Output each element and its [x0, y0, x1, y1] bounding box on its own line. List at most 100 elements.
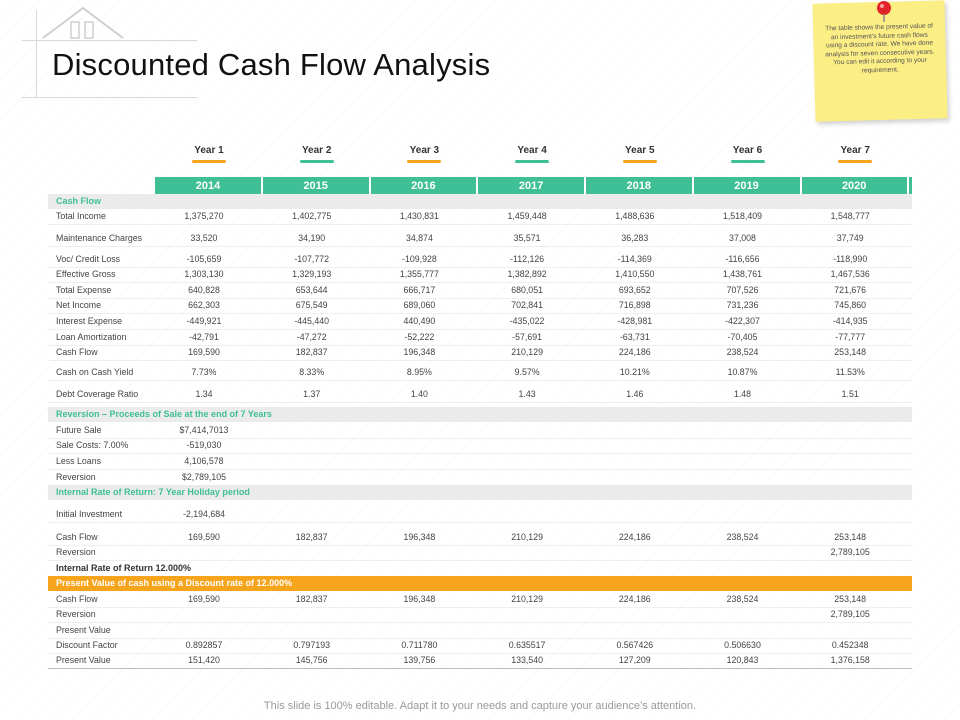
row-value: 169,590 [188, 532, 220, 542]
row-value: -116,656 [725, 254, 760, 264]
row-value: 0.711780 [401, 640, 438, 650]
row-value: 0.797193 [293, 640, 331, 650]
row-value: -445,440 [294, 316, 330, 326]
row-value: 37,008 [729, 233, 756, 243]
row-value: 210,129 [511, 594, 543, 604]
row-value: 693,652 [618, 285, 651, 295]
year-label-text: Year 4 [517, 145, 547, 156]
row-value: 662,303 [188, 300, 220, 310]
row-label: Total Expense [56, 285, 112, 295]
row-value: 1,376,158 [830, 655, 870, 665]
row-label: Net Income [56, 300, 101, 310]
frame-line [36, 10, 37, 98]
row-value: 1.37 [303, 389, 321, 399]
row-label: Voc/ Credit Loss [56, 254, 121, 264]
row-value: -63,731 [619, 332, 650, 342]
table-row: Reversion 2,789,105 [48, 607, 912, 623]
row-value: 33,520 [190, 233, 218, 243]
row-value: 702,841 [511, 300, 543, 310]
year-label-text: Year 5 [625, 145, 655, 156]
row-label: Cash Flow [56, 594, 98, 604]
row-label: Initial Investment [56, 509, 123, 519]
calendar-year-cell: 2018 [586, 177, 694, 195]
year-label: Year 7 [801, 145, 909, 163]
table-row: Less Loans 4,106,578 [48, 454, 912, 470]
row-value: 653,644 [295, 285, 328, 295]
row-value: 169,590 [188, 594, 220, 604]
row-value: 1,329,193 [292, 269, 332, 279]
row-value: 1,459,448 [507, 211, 547, 221]
row-value: -52,222 [404, 332, 435, 342]
pushpin-icon [877, 1, 891, 22]
row-value: 253,148 [834, 594, 867, 604]
row-value: 745,860 [834, 300, 867, 310]
table-row: Interest Expense -449,921 -445,440 440,490 -… [48, 314, 912, 330]
row-value: 139,756 [403, 655, 436, 665]
year-label-text: Year 7 [840, 145, 870, 156]
calendar-year-header: 2014 2015 2016 2017 2018 2019 2020 [155, 177, 912, 195]
year-label: Year 6 [694, 145, 802, 163]
row-value: 238,524 [726, 594, 759, 604]
row-value: 1.46 [626, 389, 644, 399]
table-bottom-border [48, 668, 912, 669]
calendar-year-cell: 2019 [694, 177, 802, 195]
row-value: 9.57% [514, 367, 540, 377]
row-value: 1,430,831 [399, 211, 439, 221]
row-value: -118,990 [833, 254, 868, 264]
calendar-year-cell: 2014 [155, 177, 263, 195]
row-value: 8.95% [406, 367, 432, 377]
row-value: 7.73% [191, 367, 217, 377]
year-underline [407, 160, 442, 163]
table-row: Maintenance Charges 33,520 34,190 34,874 35,… [48, 231, 912, 247]
year-label: Year 3 [370, 145, 478, 163]
row-value: 182,837 [295, 347, 328, 357]
table-row: Discount Factor 0.892857 0.797193 0.711780 0… [48, 638, 912, 654]
row-label: Reversion [56, 547, 96, 557]
section-header-label: Cash Flow [56, 196, 102, 206]
section-header: Cash Flow [48, 194, 912, 209]
row-value: 182,837 [295, 532, 328, 542]
calendar-year-cell: 2020 [801, 177, 910, 195]
row-value: 145,756 [295, 655, 328, 665]
table-row: Total Expense 640,828 653,644 666,717 680,05… [48, 283, 912, 299]
row-value: 1,410,550 [615, 269, 655, 279]
row-value: -519,030 [186, 440, 222, 450]
table-row: Cash Flow 169,590 182,837 196,348 210,129 224… [48, 345, 912, 361]
row-value: -47,272 [296, 332, 327, 342]
row-value: -107,772 [294, 254, 330, 264]
row-label: Discount Factor [56, 640, 118, 650]
row-value: 182,837 [295, 594, 328, 604]
row-label: Sale Costs: 7.00% [56, 440, 129, 450]
table-row: Loan Amortization -42,791 -47,272 -52,222 -5… [48, 330, 912, 346]
calendar-year-cell: 2016 [370, 177, 479, 195]
row-value: -2,194,684 [182, 509, 226, 519]
row-value: 1.51 [841, 389, 859, 399]
row-value: 34,190 [298, 233, 326, 243]
row-label: Interest Expense [56, 316, 123, 326]
year-labels: Year 1 Year 2 Year 3 Year 4 Year 5 Year 6 Year… [155, 145, 912, 169]
row-value: -42,791 [189, 332, 219, 342]
row-value: 0.452348 [831, 640, 869, 650]
year-label-text: Year 1 [194, 145, 224, 156]
row-value: 11.53% [835, 367, 865, 377]
row-value: 0.506630 [724, 640, 761, 650]
footer-text: This slide is 100% editable. Adapt it to… [263, 700, 697, 712]
row-label: Less Loans [56, 456, 101, 466]
row-label: Reversion [56, 609, 96, 619]
row-value: 0.567426 [616, 640, 654, 650]
row-value: 36,283 [621, 233, 649, 243]
year-label: Year 5 [586, 145, 694, 163]
row-label: Reversion [56, 472, 96, 482]
table-row: Voc/ Credit Loss -105,659 -107,772 -109,928… [48, 252, 912, 268]
row-value: 1.34 [195, 389, 213, 399]
row-value: 224,186 [618, 532, 651, 542]
row-value: -449,921 [186, 316, 222, 326]
row-value: 196,348 [403, 594, 436, 604]
calendar-year-cell: 2015 [263, 177, 371, 195]
year-label-text: Year 6 [732, 145, 763, 156]
house-logo-icon [42, 6, 124, 39]
row-value: 1,303,130 [184, 269, 224, 279]
row-value: 35,571 [513, 233, 541, 243]
row-label: Loan Amortization [56, 332, 127, 342]
row-value: 2,789,105 [830, 609, 870, 619]
